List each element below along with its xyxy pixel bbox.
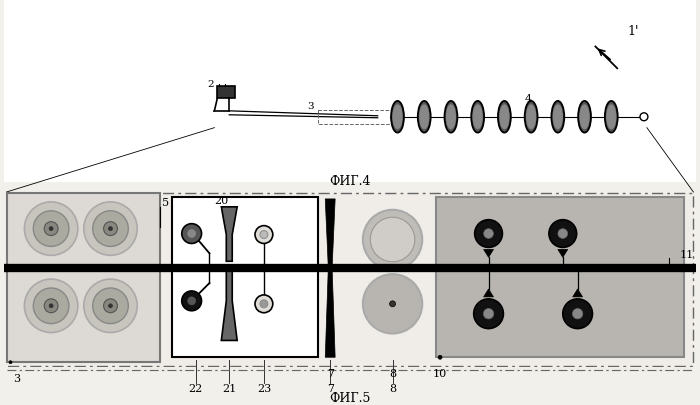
Bar bbox=[4, 0, 696, 183]
Polygon shape bbox=[484, 289, 494, 297]
Ellipse shape bbox=[526, 106, 536, 129]
Ellipse shape bbox=[420, 106, 428, 129]
Ellipse shape bbox=[500, 106, 509, 129]
Ellipse shape bbox=[471, 102, 484, 133]
Bar bbox=[172, 198, 318, 357]
Circle shape bbox=[9, 361, 12, 364]
Bar bbox=[318, 111, 393, 124]
Polygon shape bbox=[221, 207, 237, 262]
Circle shape bbox=[182, 224, 202, 244]
Ellipse shape bbox=[444, 102, 457, 133]
Bar bbox=[6, 194, 694, 366]
Circle shape bbox=[260, 300, 268, 308]
Ellipse shape bbox=[370, 217, 415, 262]
Circle shape bbox=[558, 229, 568, 239]
Circle shape bbox=[182, 291, 202, 311]
Circle shape bbox=[84, 202, 137, 256]
Text: 3: 3 bbox=[13, 373, 20, 383]
Bar bbox=[436, 198, 683, 357]
Text: 8: 8 bbox=[389, 368, 396, 378]
Circle shape bbox=[474, 299, 503, 329]
Text: 10: 10 bbox=[433, 368, 447, 378]
Circle shape bbox=[549, 220, 577, 248]
Circle shape bbox=[260, 231, 268, 239]
Circle shape bbox=[255, 226, 273, 244]
Circle shape bbox=[25, 202, 78, 256]
Circle shape bbox=[49, 304, 53, 308]
Bar bbox=[6, 367, 694, 372]
Text: 21: 21 bbox=[222, 383, 237, 393]
Bar bbox=[218, 87, 235, 99]
Circle shape bbox=[438, 356, 442, 359]
Text: 23: 23 bbox=[257, 383, 271, 393]
Ellipse shape bbox=[473, 106, 482, 129]
Circle shape bbox=[484, 309, 494, 319]
Circle shape bbox=[104, 299, 118, 313]
Polygon shape bbox=[484, 250, 494, 258]
Ellipse shape bbox=[580, 106, 589, 129]
Text: 20: 20 bbox=[214, 196, 228, 205]
Circle shape bbox=[34, 288, 69, 324]
Ellipse shape bbox=[578, 102, 591, 133]
Polygon shape bbox=[221, 271, 237, 341]
Ellipse shape bbox=[525, 102, 538, 133]
Ellipse shape bbox=[447, 106, 456, 129]
Text: 11: 11 bbox=[680, 250, 694, 260]
Circle shape bbox=[640, 113, 648, 121]
Polygon shape bbox=[326, 199, 335, 266]
Ellipse shape bbox=[605, 102, 617, 133]
Circle shape bbox=[104, 222, 118, 236]
Ellipse shape bbox=[554, 106, 562, 129]
Circle shape bbox=[84, 279, 137, 333]
Ellipse shape bbox=[363, 275, 422, 334]
Circle shape bbox=[92, 288, 128, 324]
Circle shape bbox=[108, 227, 113, 231]
Circle shape bbox=[475, 220, 503, 248]
Circle shape bbox=[44, 222, 58, 236]
Text: ФИГ.4: ФИГ.4 bbox=[329, 174, 371, 187]
Circle shape bbox=[255, 295, 273, 313]
Circle shape bbox=[573, 309, 583, 319]
Text: 4: 4 bbox=[524, 94, 532, 104]
Polygon shape bbox=[326, 271, 335, 357]
Ellipse shape bbox=[363, 210, 422, 269]
Circle shape bbox=[188, 230, 195, 238]
Text: 7: 7 bbox=[327, 368, 334, 378]
Circle shape bbox=[25, 279, 78, 333]
Text: 22: 22 bbox=[188, 383, 203, 393]
Text: 2: 2 bbox=[208, 79, 214, 88]
Text: 1': 1' bbox=[627, 25, 639, 38]
Circle shape bbox=[484, 229, 494, 239]
Circle shape bbox=[34, 211, 69, 247]
Ellipse shape bbox=[552, 102, 564, 133]
Circle shape bbox=[49, 227, 53, 231]
Circle shape bbox=[563, 299, 592, 329]
Ellipse shape bbox=[393, 106, 402, 129]
Text: 7: 7 bbox=[327, 383, 334, 393]
Circle shape bbox=[92, 211, 128, 247]
Circle shape bbox=[390, 301, 395, 307]
Polygon shape bbox=[558, 250, 568, 258]
Ellipse shape bbox=[498, 102, 511, 133]
Ellipse shape bbox=[418, 102, 430, 133]
Circle shape bbox=[108, 304, 113, 308]
Text: ФИГ.5: ФИГ.5 bbox=[329, 391, 371, 404]
Text: 5: 5 bbox=[162, 197, 169, 207]
Circle shape bbox=[188, 297, 195, 305]
Polygon shape bbox=[573, 289, 582, 297]
Text: 8: 8 bbox=[389, 383, 396, 393]
Ellipse shape bbox=[607, 106, 616, 129]
Text: 3: 3 bbox=[307, 102, 314, 111]
Bar bbox=[6, 194, 160, 362]
Ellipse shape bbox=[391, 102, 404, 133]
Circle shape bbox=[44, 299, 58, 313]
